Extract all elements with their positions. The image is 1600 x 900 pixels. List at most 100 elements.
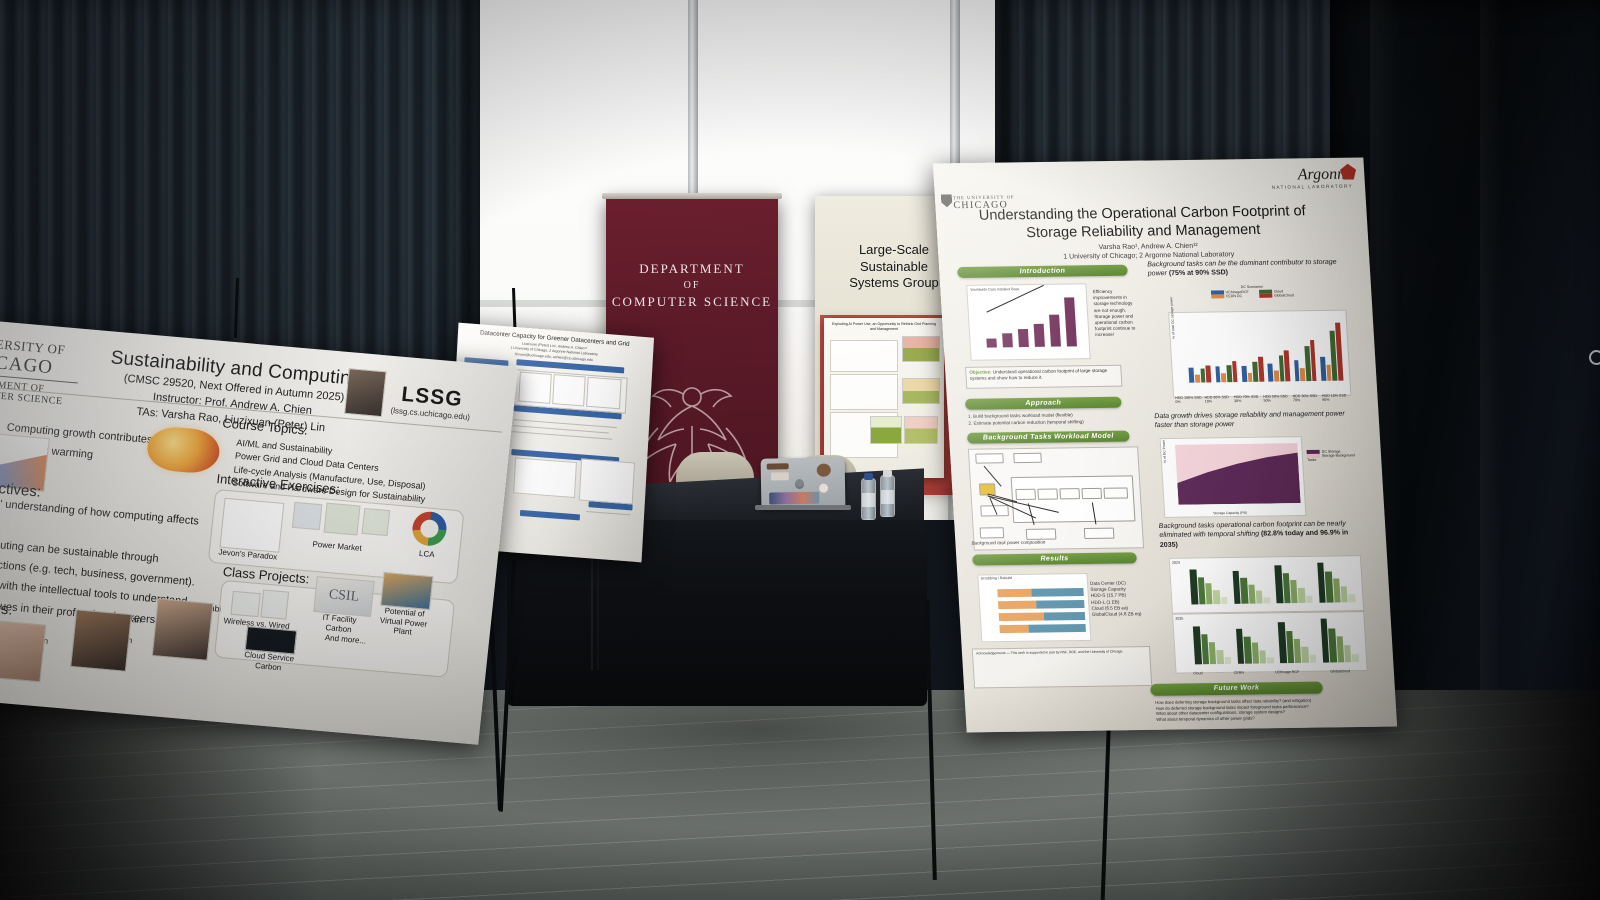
laptop-sticker <box>770 472 789 481</box>
lecturer-photo <box>151 598 214 661</box>
apple-logo-icon <box>794 478 804 490</box>
water-bottle <box>861 473 876 520</box>
legend-entry: CERN DC <box>1210 294 1249 299</box>
chart-storage-power-share[interactable]: % of total DC storage power <box>1168 297 1352 398</box>
lssg-poster-title: Exploding AI Power Use, an Opportunity t… <box>831 322 937 331</box>
bar <box>1274 565 1284 604</box>
section-header-approach: Approach <box>964 396 1122 410</box>
power-market-icon <box>323 502 361 536</box>
lecturer-photo <box>0 619 47 683</box>
approach-item: 2. Estimate potential carbon reduction (… <box>968 419 1084 426</box>
bar-group <box>1232 563 1271 604</box>
mid-chart-bars <box>578 458 636 505</box>
csil-thumb: CSIL <box>313 576 375 617</box>
chart-intro-growth: Worldwide Data Installed Base <box>966 283 1091 361</box>
bar <box>1283 350 1291 382</box>
lssg-poster-chart <box>904 416 938 444</box>
mid-figure <box>552 374 586 407</box>
laptop-sticker <box>769 491 820 505</box>
bar-segment <box>997 600 1037 610</box>
bar <box>1285 631 1295 664</box>
laptop-base <box>755 505 851 510</box>
bullet-storage-power: Background tasks can be the dominant con… <box>1147 258 1344 280</box>
poster-sustainability-and-computing[interactable]: UNIVERSITY OF CHICAGO DEPARTMENT OF COMP… <box>0 318 518 745</box>
bottle-label <box>881 490 894 504</box>
laptop-sticker <box>816 463 831 477</box>
lecturer-card: Line Roald UW-Madison Power Grid <box>0 619 60 683</box>
bar <box>1221 373 1227 383</box>
legend-growth: DC Storage Storage Background Tasks <box>1306 449 1356 462</box>
lecturer-card: Sanjay Krishnan UChicago Data Carbon <box>70 609 146 672</box>
bottle-cap <box>864 473 873 480</box>
uchicago-shield-icon <box>941 194 953 207</box>
bar <box>1309 655 1317 663</box>
row-label: 2023 <box>1171 560 1181 565</box>
bar <box>1267 657 1274 664</box>
bar-group <box>1186 319 1212 383</box>
bar <box>1188 367 1195 383</box>
bar <box>1332 578 1341 603</box>
x-tick: HDD 100% SSD 0% <box>1175 395 1202 404</box>
lecturer-photo <box>70 609 132 672</box>
x-tick: HDD 50% SSD 50% <box>1263 394 1288 403</box>
bullet-emphasis: (75% at 90% SSD) <box>1168 269 1229 278</box>
acknowledgements-box: Acknowledgements — This work is supporte… <box>971 646 1153 689</box>
dc-capacity-list: Data Center (DC) Storage Capacity HDD-S … <box>1090 580 1144 618</box>
mid-figure <box>518 371 552 404</box>
right-poster-title: Understanding the Operational Carbon Foo… <box>962 202 1324 243</box>
bar-group <box>1274 563 1313 604</box>
bar <box>1049 314 1061 347</box>
bar <box>1197 576 1206 605</box>
bar-segment <box>1035 599 1085 609</box>
csil-label: CSIL <box>328 587 360 605</box>
lssg-poster-chart <box>870 416 902 444</box>
x-tick: HDD 10% SSD 90% <box>1321 393 1347 402</box>
flow-node <box>1103 487 1129 499</box>
chart-storage-power-growth[interactable]: % of DC Power Storage Capacity (PB) <box>1159 436 1307 518</box>
flow-node <box>1059 488 1081 500</box>
bar-group <box>1320 618 1359 663</box>
lssg-logo: LSSG (lssg.cs.uchicago.edu) <box>390 382 473 422</box>
bar <box>1232 570 1241 604</box>
lssg-poster-block <box>830 340 898 372</box>
bar-group <box>1278 619 1317 664</box>
poster-operational-carbon-footprint[interactable]: Argonne NATIONAL LABORATORY THE UNIVERSI… <box>932 157 1398 733</box>
power-market-icon <box>291 501 323 531</box>
lssg-poster-chart <box>902 378 940 404</box>
lssg-banner-line-1: Large-Scale <box>858 242 930 257</box>
lssg-banner-title: Large-Scale Sustainable Systems Group <box>821 242 967 292</box>
project-thumb <box>230 590 261 618</box>
argonne-wordmark: Argonne <box>1297 165 1353 184</box>
chart-carbon-reduction-2035[interactable]: 2035 <box>1172 611 1368 674</box>
bar <box>1293 360 1300 382</box>
dc-capacity-heading: Data Center (DC) Storage Capacity <box>1089 580 1127 593</box>
bar-group <box>1193 620 1232 665</box>
legend-dc-scenarios: DC Scenarios UChicagoRCF CERN DC Cloud G… <box>1177 284 1328 299</box>
globe-warming-icon <box>145 424 222 475</box>
bar-segment <box>999 624 1030 634</box>
bar <box>1033 323 1045 347</box>
argonne-subtitle: NATIONAL LABORATORY <box>1271 183 1354 190</box>
bar <box>1300 368 1306 382</box>
bar <box>1336 636 1345 663</box>
bullet-data-growth: Data growth drives storage reliability a… <box>1154 410 1345 430</box>
laptop-sticker <box>766 463 789 470</box>
bar <box>1298 588 1306 603</box>
bar <box>1193 625 1202 665</box>
flow-node <box>1037 488 1059 500</box>
x-axis-labels: HDD 100% SSD 0% HDD 90% SSD 10% HDD 70% … <box>1175 393 1352 404</box>
x-axis-label: Storage Capacity (PB) <box>1213 510 1248 516</box>
future-work-item: What about temporal dynamics of other po… <box>1156 715 1255 722</box>
y-axis-label: % of total DC storage power <box>1169 296 1176 340</box>
laptop[interactable] <box>760 457 846 509</box>
flow-node <box>1013 452 1042 464</box>
bar-segment <box>997 588 1033 598</box>
bar <box>1205 365 1212 383</box>
bar <box>1235 628 1245 664</box>
bar <box>1215 366 1221 383</box>
bar <box>1348 594 1356 603</box>
chart-carbon-reduction-2023[interactable]: 2023 <box>1168 555 1365 614</box>
project-thumb <box>260 589 290 620</box>
bar <box>1064 297 1077 347</box>
bar-group <box>1265 317 1291 382</box>
